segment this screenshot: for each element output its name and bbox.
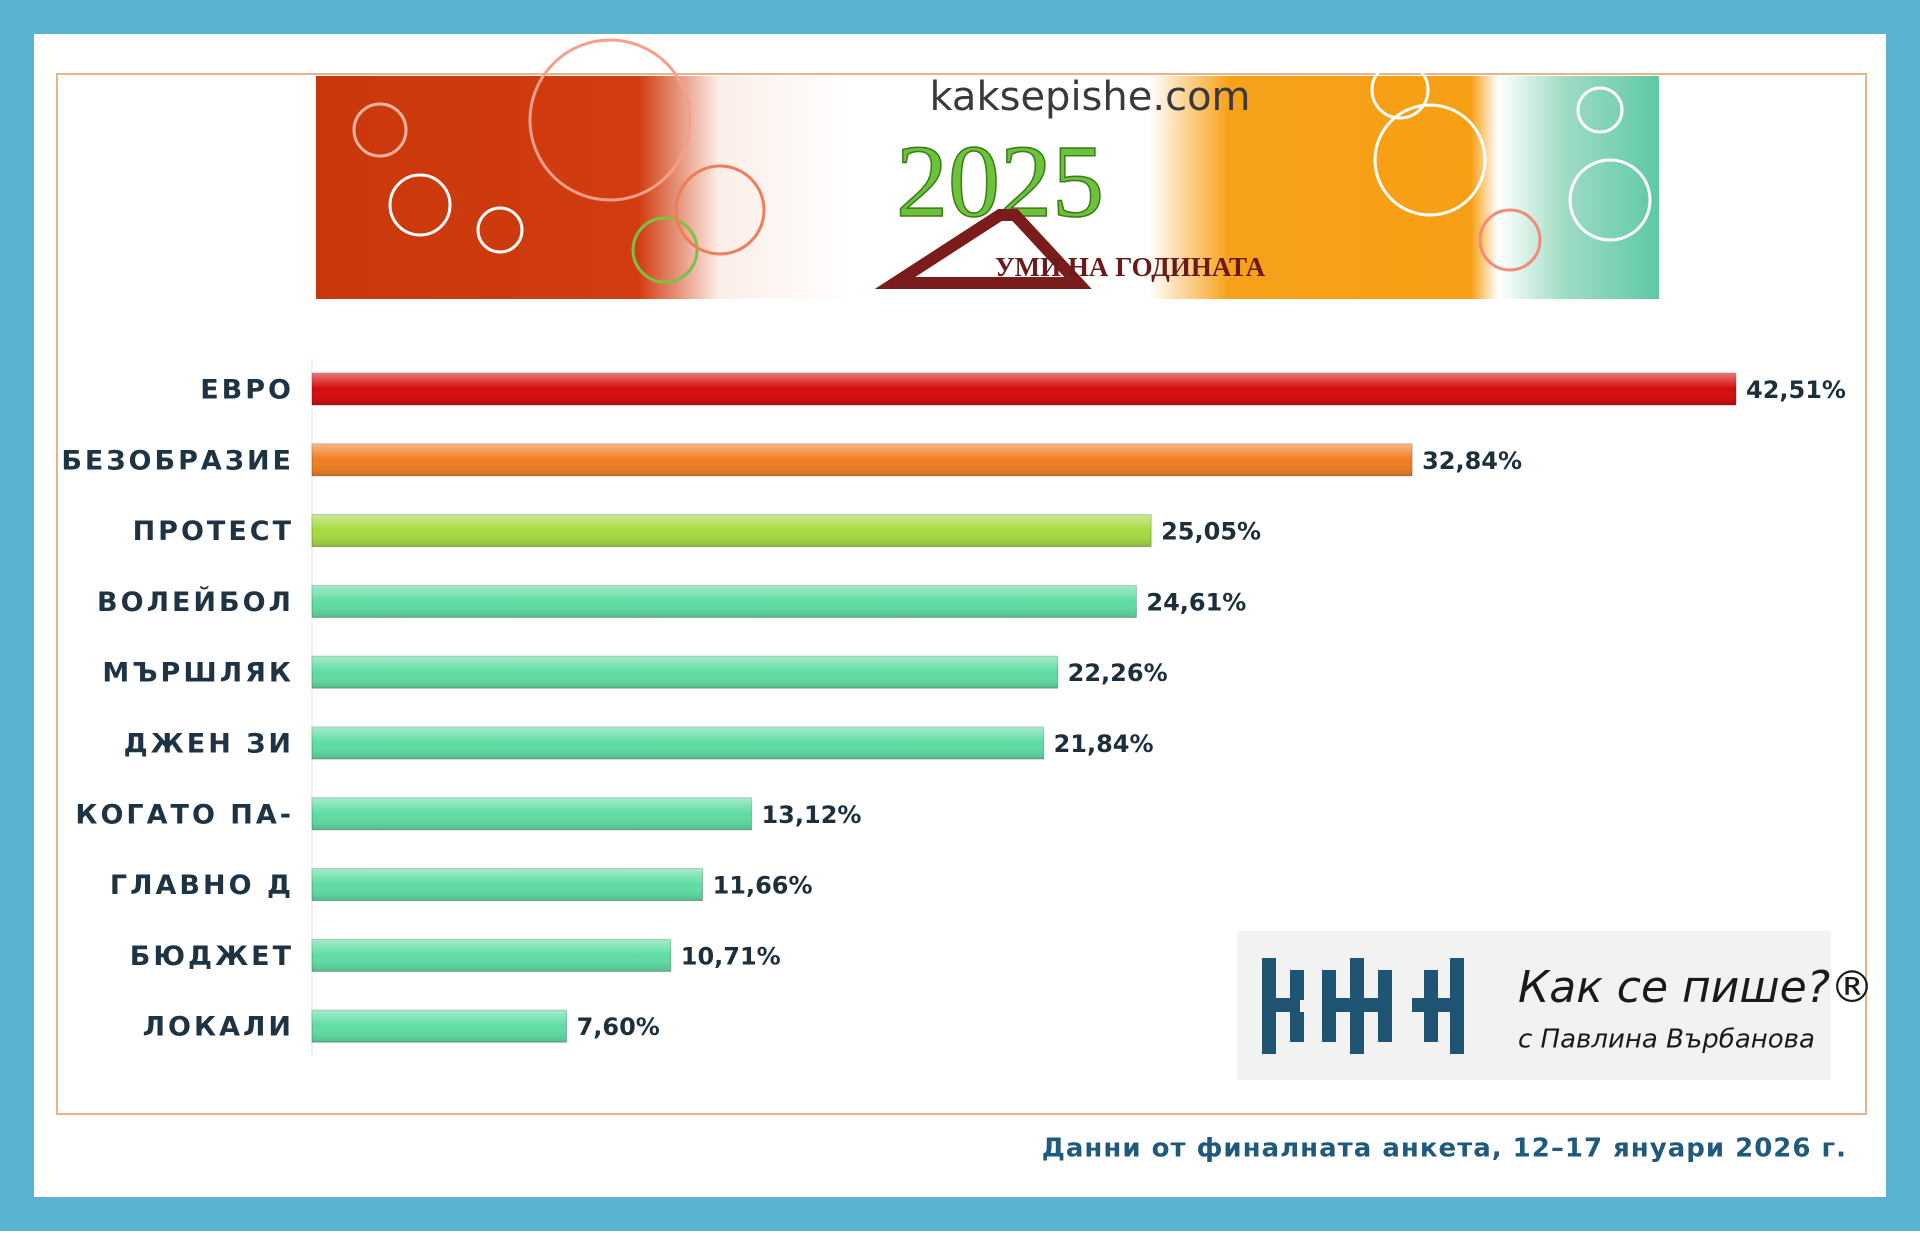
bar-shine [312, 443, 1413, 476]
category-label: БЮДЖЕТ [130, 941, 294, 972]
banner-bg [316, 76, 1659, 299]
banner: kaksepishe.com 2025 УМИ НА ГОДИНАТА [316, 38, 1659, 299]
value-label: 13,12% [761, 801, 861, 829]
bar-shine [312, 656, 1058, 689]
category-label: ЛОКАЛИ [143, 1012, 294, 1043]
value-label: 21,84% [1054, 730, 1154, 758]
bar-shine [312, 585, 1137, 618]
value-label: 25,05% [1161, 518, 1261, 546]
chart-border [56, 73, 1867, 1115]
chart: ЕВРО 42,51% БЕЗОБРАЗИЕ 32,84% ПРОТЕСТ 25,05% В… [61, 359, 1846, 1057]
banner-title: УМИ НА ГОДИНАТА [995, 252, 1266, 282]
value-label: 42,51% [1746, 376, 1846, 404]
category-label: КОГАТО ПА- [75, 799, 294, 830]
banner-site: kaksepishe.com [929, 74, 1250, 120]
banner-circles [352, 38, 1652, 284]
category-label: МЪРШЛЯК [102, 658, 294, 689]
logo-title: Как се пише?® [1518, 962, 1874, 1013]
logo-icon [1262, 958, 1464, 1054]
category-label: БЕЗОБРАЗИЕ [61, 445, 294, 476]
bar-shine [312, 514, 1152, 547]
banner-d-shape [874, 209, 1092, 289]
category-label: ДЖЕН ЗИ [124, 729, 294, 760]
category-label: ЕВРО [200, 375, 294, 406]
bar-shine [312, 939, 671, 972]
value-label: 32,84% [1422, 447, 1522, 475]
logo-subtitle: с Павлина Върбанова [1518, 1025, 1815, 1055]
value-label: 22,26% [1068, 659, 1168, 687]
bar-shine [312, 797, 752, 830]
category-label: ВОЛЕЙБОЛ [97, 586, 294, 618]
category-label: ПРОТЕСТ [133, 516, 294, 547]
value-label: 24,61% [1146, 588, 1246, 616]
bar-shine [312, 868, 703, 901]
value-label: 11,66% [713, 872, 813, 900]
bar-shine [312, 373, 1736, 405]
logo: Как се пише?® с Павлина Върбанова [1237, 931, 1874, 1080]
bar-shine [312, 1010, 567, 1043]
footer-note: Данни от финалната анкета, 12–17 януари … [1042, 1134, 1847, 1164]
value-label: 7,60% [577, 1013, 660, 1041]
value-label: 10,71% [681, 942, 781, 970]
bar-shine [312, 727, 1044, 759]
category-label: ГЛАВНО Д [110, 870, 294, 901]
